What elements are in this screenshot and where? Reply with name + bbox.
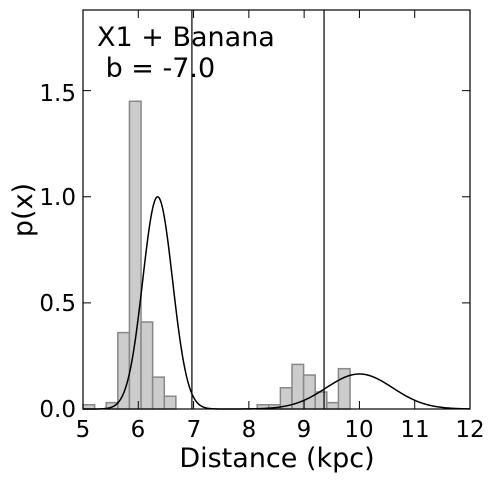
fit-curve: [83, 195, 471, 410]
x-tick-label: 6: [131, 417, 146, 443]
histogram-bars: [82, 100, 351, 410]
x-tick-label: 11: [400, 417, 429, 443]
y-tick-labels: 0.0 0.5 1.0 1.5: [39, 81, 76, 423]
x-axis-label: Distance (kpc): [179, 443, 374, 474]
histogram-bar: [337, 367, 351, 410]
annotation-line-2: b = -7.0: [97, 53, 215, 84]
plot-frame: [82, 9, 471, 410]
y-tick-label: 0.0: [39, 397, 76, 423]
x-tick-label: 10: [344, 417, 373, 443]
vertical-lines: [191, 10, 325, 409]
x-tick-label: 8: [242, 417, 257, 443]
annotation-line-1: X1 + Banana: [97, 22, 275, 53]
histogram-bar: [140, 321, 154, 410]
y-tick-label: 0.5: [39, 291, 76, 317]
histogram-bar: [151, 376, 166, 410]
x-tick-label: 9: [297, 417, 312, 443]
x-tick-label: 5: [76, 417, 91, 443]
histogram-bar: [302, 374, 316, 410]
x-tick-labels: 5 6 7 8 9 10 11 12: [76, 417, 485, 443]
histogram-bar: [326, 401, 340, 410]
y-axis-label: p(x): [8, 183, 39, 237]
histogram-bar: [314, 391, 328, 410]
histogram-bar: [163, 395, 177, 410]
histogram-bar: [117, 331, 131, 410]
axis-ticks: [82, 10, 471, 410]
x-tick-label: 12: [455, 417, 484, 443]
x-tick-label: 7: [187, 417, 202, 443]
y-tick-label: 1.5: [39, 81, 76, 107]
y-tick-label: 1.0: [39, 185, 76, 211]
